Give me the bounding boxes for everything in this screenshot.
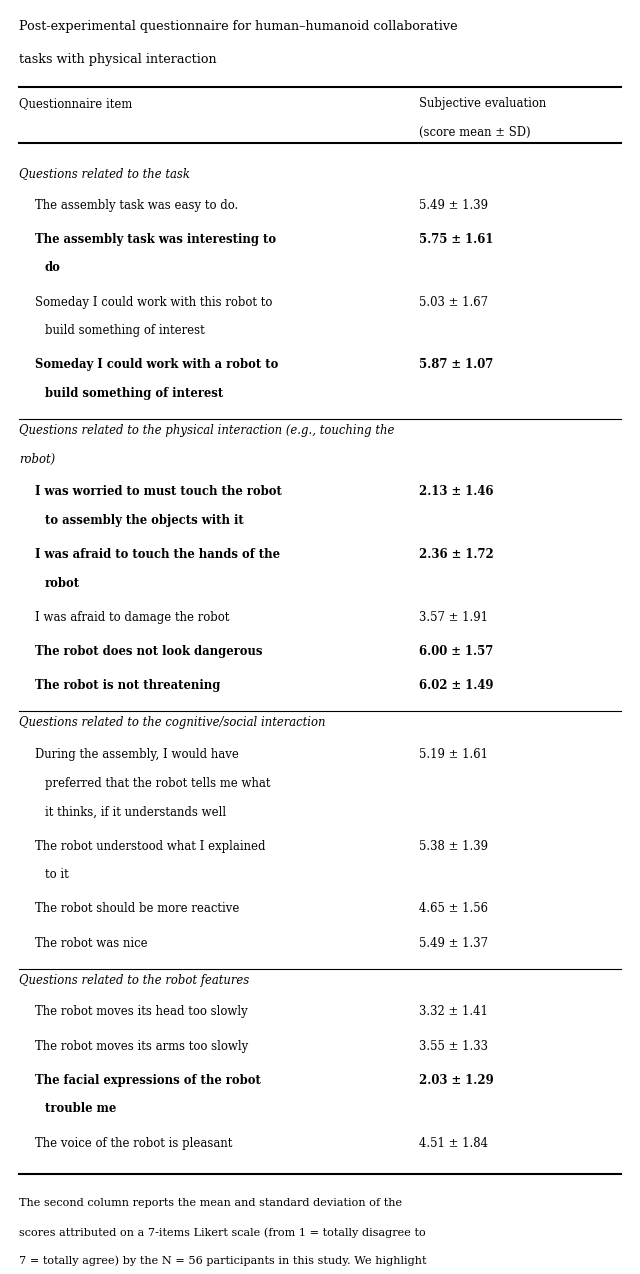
Text: 3.32 ± 1.41: 3.32 ± 1.41 [419,1005,488,1018]
Text: The facial expressions of the robot: The facial expressions of the robot [35,1074,261,1087]
Text: 5.49 ± 1.37: 5.49 ± 1.37 [419,936,488,949]
Text: 3.57 ± 1.91: 3.57 ± 1.91 [419,610,488,624]
Text: build something of interest: build something of interest [45,387,223,400]
Text: 6.00 ± 1.57: 6.00 ± 1.57 [419,645,493,657]
Text: 5.49 ± 1.39: 5.49 ± 1.39 [419,199,488,211]
Text: The robot is not threatening: The robot is not threatening [35,679,221,692]
Text: tasks with physical interaction: tasks with physical interaction [19,52,217,66]
Text: 3.55 ± 1.33: 3.55 ± 1.33 [419,1040,488,1052]
Text: 4.51 ± 1.84: 4.51 ± 1.84 [419,1136,488,1149]
Text: preferred that the robot tells me what: preferred that the robot tells me what [45,777,270,790]
Text: 5.03 ± 1.67: 5.03 ± 1.67 [419,296,488,308]
Text: to assembly the objects with it: to assembly the objects with it [45,513,244,526]
Text: The robot should be more reactive: The robot should be more reactive [35,902,239,916]
Text: The second column reports the mean and standard deviation of the: The second column reports the mean and s… [19,1199,403,1209]
Text: The robot does not look dangerous: The robot does not look dangerous [35,645,262,657]
Text: The assembly task was interesting to: The assembly task was interesting to [35,233,276,246]
Text: do: do [45,261,61,274]
Text: build something of interest: build something of interest [45,325,205,338]
Text: 5.38 ± 1.39: 5.38 ± 1.39 [419,840,488,852]
Text: Someday I could work with a robot to: Someday I could work with a robot to [35,358,278,372]
Text: I was worried to must touch the robot: I was worried to must touch the robot [35,485,282,498]
Text: Questionnaire item: Questionnaire item [19,97,132,110]
Text: The voice of the robot is pleasant: The voice of the robot is pleasant [35,1136,232,1149]
Text: Post-experimental questionnaire for human–humanoid collaborative: Post-experimental questionnaire for huma… [19,20,458,33]
Text: Questions related to the physical interaction (e.g., touching the: Questions related to the physical intera… [19,424,395,437]
Text: to it: to it [45,869,68,882]
Text: The robot was nice: The robot was nice [35,936,148,949]
Text: robot): robot) [19,454,55,466]
Text: The robot moves its arms too slowly: The robot moves its arms too slowly [35,1040,248,1052]
Text: 5.19 ± 1.61: 5.19 ± 1.61 [419,748,488,761]
Text: 7 = totally agree) by the N = 56 participants in this study. We highlight: 7 = totally agree) by the N = 56 partici… [19,1256,427,1266]
Text: Questions related to the cognitive/social interaction: Questions related to the cognitive/socia… [19,716,326,729]
Text: 6.02 ± 1.49: 6.02 ± 1.49 [419,679,493,692]
Text: 2.03 ± 1.29: 2.03 ± 1.29 [419,1074,494,1087]
Text: I was afraid to damage the robot: I was afraid to damage the robot [35,610,230,624]
Text: Someday I could work with this robot to: Someday I could work with this robot to [35,296,273,308]
Text: 5.75 ± 1.61: 5.75 ± 1.61 [419,233,493,246]
Text: robot: robot [45,577,80,590]
Text: During the assembly, I would have: During the assembly, I would have [35,748,239,761]
Text: (score mean ± SD): (score mean ± SD) [419,126,531,139]
Text: The robot moves its head too slowly: The robot moves its head too slowly [35,1005,248,1018]
Text: 2.13 ± 1.46: 2.13 ± 1.46 [419,485,493,498]
Text: trouble me: trouble me [45,1102,116,1116]
Text: The assembly task was easy to do.: The assembly task was easy to do. [35,199,239,211]
Text: 4.65 ± 1.56: 4.65 ± 1.56 [419,902,488,916]
Text: Questions related to the robot features: Questions related to the robot features [19,973,250,986]
Text: it thinks, if it understands well: it thinks, if it understands well [45,805,226,818]
Text: The robot understood what I explained: The robot understood what I explained [35,840,266,852]
Text: 5.87 ± 1.07: 5.87 ± 1.07 [419,358,493,372]
Text: Questions related to the task: Questions related to the task [19,167,190,180]
Text: 2.36 ± 1.72: 2.36 ± 1.72 [419,548,494,561]
Text: I was afraid to touch the hands of the: I was afraid to touch the hands of the [35,548,280,561]
Text: Subjective evaluation: Subjective evaluation [419,97,547,110]
Text: scores attributed on a 7-items Likert scale (from 1 = totally disagree to: scores attributed on a 7-items Likert sc… [19,1227,426,1238]
